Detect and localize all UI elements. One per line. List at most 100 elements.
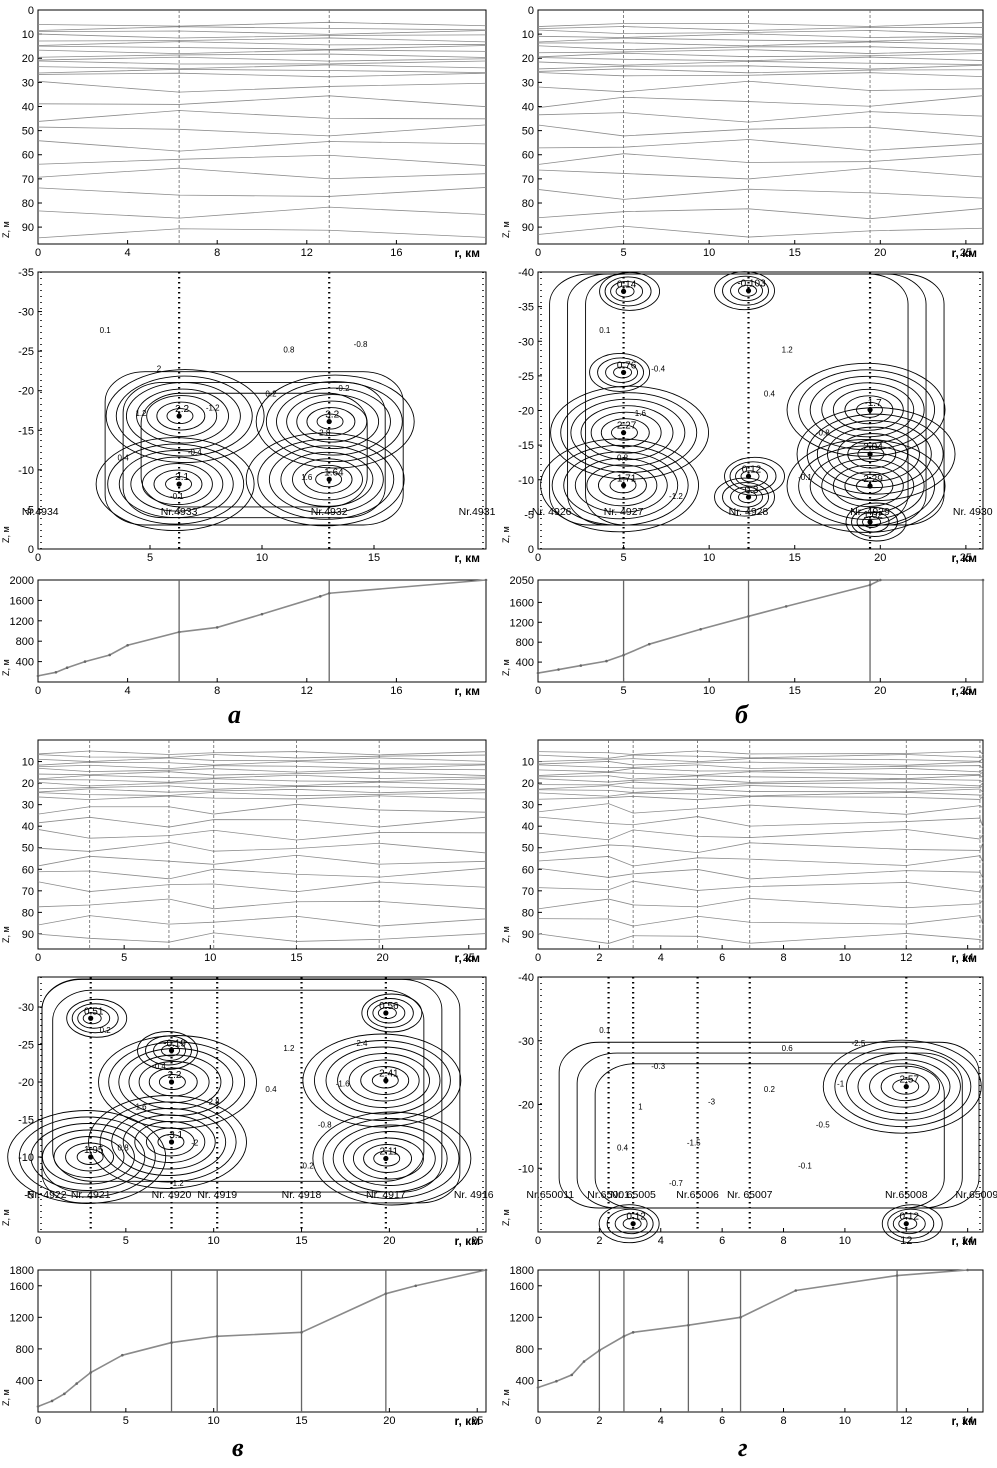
contour-value-label: -0.8 xyxy=(318,1120,332,1129)
contour-line xyxy=(844,395,894,425)
x-tick-label: 20 xyxy=(874,247,886,259)
contour-line xyxy=(337,1053,431,1108)
contour-line xyxy=(165,476,192,493)
contour-value-label: -0.1 xyxy=(798,473,812,482)
contour-line xyxy=(276,387,391,456)
contour-line xyxy=(722,275,769,306)
contour-line xyxy=(857,1059,951,1115)
x-tick-label: 10 xyxy=(204,952,216,964)
y-tick-label: 60 xyxy=(522,150,534,162)
extreme-value-label: 0.12 xyxy=(626,1212,646,1223)
contour-line xyxy=(586,464,658,507)
y-tick-label: 1200 xyxy=(10,616,34,628)
profile-point xyxy=(327,591,331,595)
x-tick-label: 8 xyxy=(780,1415,786,1427)
layer-line xyxy=(37,795,487,800)
x-tick-label: 2 xyxy=(596,952,602,964)
extreme-point xyxy=(176,413,182,419)
panel-a-profile-plot: 0 4 8 12 16 400 800 1200 1600 2000 r, км Z, м xyxy=(0,570,500,700)
contour-value-label: -2.5 xyxy=(852,1039,866,1048)
contour-value-label: 0.8 xyxy=(118,1143,130,1152)
layer-line xyxy=(37,867,487,880)
contour-line xyxy=(372,1002,406,1024)
x-tick-label: 12 xyxy=(301,685,313,697)
station-label: Nr. 4930 xyxy=(953,506,993,518)
x-tick-label: 0 xyxy=(535,1235,541,1247)
contour-line xyxy=(363,1144,413,1173)
contour-line xyxy=(740,470,760,483)
y-tick-label: 70 xyxy=(22,886,34,898)
contour-value-label: 0.8 xyxy=(283,345,295,354)
x-tick-label: 6 xyxy=(719,952,725,964)
x-tick-label: 15 xyxy=(290,952,302,964)
layer-line xyxy=(37,95,487,108)
layer-line xyxy=(37,781,487,787)
x-tick-label: 4 xyxy=(125,247,131,259)
profile-point xyxy=(570,1373,574,1377)
layer-line xyxy=(37,228,487,239)
x-tick-label: 8 xyxy=(214,685,220,697)
y-tick-label: 1600 xyxy=(510,1281,534,1293)
contour-line xyxy=(366,998,414,1028)
layer-line xyxy=(37,841,487,854)
y-tick-label: 800 xyxy=(516,1344,534,1356)
layer-line xyxy=(537,788,984,793)
layer-line xyxy=(37,37,487,43)
x-axis-label: r, км xyxy=(454,1234,480,1248)
contour-line xyxy=(735,465,768,487)
x-tick-label: 16 xyxy=(390,685,402,697)
x-tick-label: 0 xyxy=(35,1235,41,1247)
contour-line xyxy=(377,1007,397,1019)
contour-line xyxy=(816,420,932,489)
y-tick-label: -20 xyxy=(518,1100,534,1112)
x-tick-label: 10 xyxy=(208,1415,220,1427)
extreme-point xyxy=(867,519,873,525)
layer-line xyxy=(537,95,984,109)
y-tick-label: 50 xyxy=(522,126,534,138)
layer-line xyxy=(537,72,984,78)
x-tick-label: 6 xyxy=(719,1415,725,1427)
y-tick-label: 1200 xyxy=(510,617,534,629)
x-tick-label: 15 xyxy=(789,552,801,564)
y-tick-label: -30 xyxy=(518,1036,534,1048)
contour-line xyxy=(107,443,245,525)
x-tick-label: 14 xyxy=(962,1415,974,1427)
y-tick-label: -10 xyxy=(518,1163,534,1175)
x-tick-label: 15 xyxy=(295,1235,307,1247)
contour-line xyxy=(869,1065,941,1108)
y-tick-label: 20 xyxy=(22,53,34,65)
y-tick-label: 90 xyxy=(522,222,534,234)
contour-value-label: 2.8 xyxy=(319,428,331,437)
extreme-value-label: -0.19 xyxy=(163,1039,186,1050)
profile-point xyxy=(647,642,651,646)
extreme-point xyxy=(620,369,627,376)
y-tick-label: -5 xyxy=(24,1190,34,1202)
x-tick-label: 10 xyxy=(839,1415,851,1427)
contour-line xyxy=(798,369,936,451)
extreme-point xyxy=(620,430,627,436)
contour-line xyxy=(315,471,343,488)
layer-line xyxy=(37,60,487,65)
x-tick-label: 10 xyxy=(839,1235,851,1247)
contour-line xyxy=(7,1110,167,1204)
x-tick-label: 25 xyxy=(960,247,972,259)
contour-value-label: -0.4 xyxy=(651,365,665,374)
y-tick-label: -25 xyxy=(18,1040,34,1052)
layer-line xyxy=(537,781,984,787)
x-tick-label: 20 xyxy=(874,685,886,697)
profile-point xyxy=(622,653,625,657)
x-tick-label: 0 xyxy=(535,685,541,697)
depth-profile-line xyxy=(537,1269,968,1389)
contour-line xyxy=(265,381,403,463)
layer-line xyxy=(37,778,487,783)
y-tick-label: 80 xyxy=(522,198,534,210)
contour-line xyxy=(255,374,415,469)
x-tick-label: 5 xyxy=(621,685,627,697)
contour-value-label: 0.2 xyxy=(265,390,277,399)
x-tick-label: 0 xyxy=(535,247,541,259)
layer-line xyxy=(537,80,984,93)
extreme-value-label: 2.11 xyxy=(379,1147,398,1158)
profile-point xyxy=(384,1292,388,1295)
contour-line xyxy=(832,388,904,431)
extreme-point xyxy=(168,1079,175,1085)
